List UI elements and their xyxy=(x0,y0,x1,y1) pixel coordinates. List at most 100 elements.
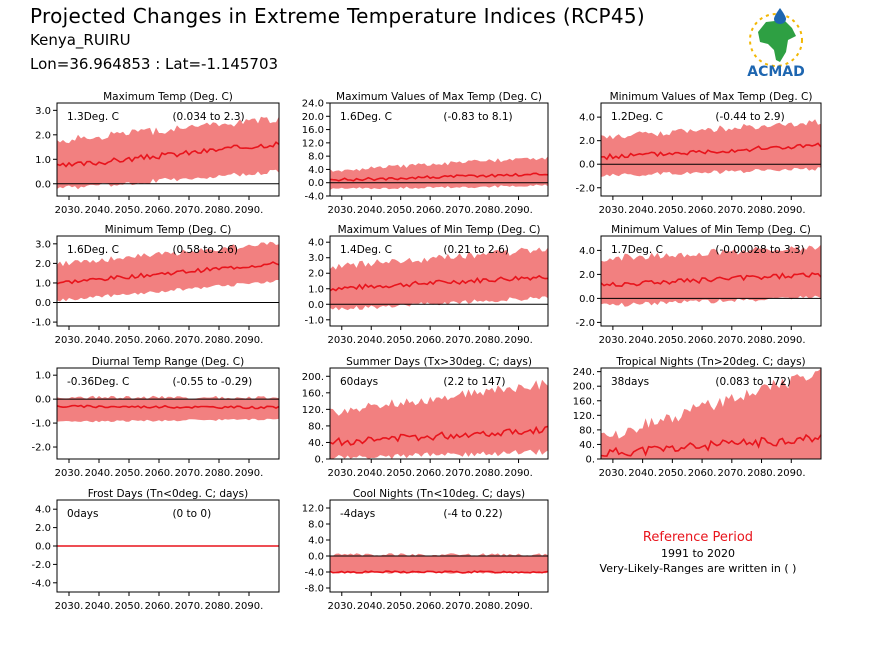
x-tick-label: 2040. xyxy=(357,601,386,612)
x-tick-label: 2050. xyxy=(386,468,415,479)
y-tick-label: -4.0 xyxy=(304,568,324,579)
x-tick-label: 2070. xyxy=(445,205,474,216)
x-tick-label: 2030. xyxy=(55,205,84,216)
y-tick-label: 2.0 xyxy=(35,259,51,270)
y-tick-label: 8.0 xyxy=(308,520,324,531)
x-tick-label: 2030. xyxy=(327,601,356,612)
panel-title: Tropical Nights (Tn>20deg. C; days) xyxy=(615,356,805,368)
x-tick-label: 2060. xyxy=(416,335,445,346)
x-tick-label: 2060. xyxy=(688,205,717,216)
x-tick-label: 2040. xyxy=(357,468,386,479)
very-likely-range-label: (0.083 to 172) xyxy=(715,376,791,388)
panel-title: Diurnal Temp Range (Deg. C) xyxy=(92,356,244,368)
x-tick-label: 2090. xyxy=(777,205,806,216)
y-tick-label: -1.0 xyxy=(304,315,324,326)
y-tick-label: -1.0 xyxy=(31,318,51,329)
x-tick-label: 2040. xyxy=(85,205,114,216)
x-tick-label: 2030. xyxy=(55,335,84,346)
x-tick-label: 2030. xyxy=(599,468,628,479)
plot-frame xyxy=(56,235,280,327)
chart-panel-1: 0.0 1.0 2.0 3.0 2030. 2040. 2050. 2060. 2070. 208… xyxy=(35,91,280,216)
x-tick-label: 2070. xyxy=(717,468,746,479)
x-tick-label: 2080. xyxy=(475,205,504,216)
y-tick-label: 12.0 xyxy=(302,504,324,515)
y-tick-label: 120. xyxy=(573,411,595,422)
reference-range-note: Very-Likely-Ranges are written in ( ) xyxy=(599,562,797,575)
y-tick-label: 160. xyxy=(573,396,595,407)
plot-frame xyxy=(329,367,549,460)
x-tick-label: 2080. xyxy=(747,335,776,346)
y-tick-label: 80. xyxy=(579,425,595,436)
x-tick-label: 2080. xyxy=(475,335,504,346)
ensemble-mean-line xyxy=(56,261,280,285)
very-likely-range-label: (-0.00028 to 3.3) xyxy=(715,244,804,256)
y-tick-label: 0.0 xyxy=(35,542,51,553)
x-tick-label: 2090. xyxy=(504,335,533,346)
x-tick-label: 2050. xyxy=(658,468,687,479)
x-tick-label: 2080. xyxy=(475,601,504,612)
y-tick-label: 2.0 xyxy=(579,270,595,281)
x-tick-label: 2050. xyxy=(115,601,144,612)
mean-change-label: 1.4Deg. C xyxy=(340,244,392,256)
x-tick-label: 2040. xyxy=(357,205,386,216)
y-tick-label: 0. xyxy=(585,455,595,466)
mean-change-label: -4days xyxy=(340,508,375,520)
x-tick-label: 2060. xyxy=(145,335,174,346)
ensemble-mean-line xyxy=(329,274,549,292)
y-tick-label: -1.0 xyxy=(31,419,51,430)
x-tick-label: 2040. xyxy=(357,335,386,346)
very-likely-range-band xyxy=(330,553,548,574)
y-tick-label: -4.0 xyxy=(31,578,51,589)
plot-frame xyxy=(600,235,822,327)
x-tick-label: 2070. xyxy=(175,468,204,479)
y-tick-label: 200. xyxy=(573,382,595,393)
x-tick-label: 2060. xyxy=(145,205,174,216)
plot-frame xyxy=(56,102,280,197)
y-tick-label: 1.0 xyxy=(35,155,51,166)
x-tick-label: 2070. xyxy=(445,601,474,612)
mean-change-label: 1.6Deg. C xyxy=(340,111,392,123)
mean-change-label: 1.6Deg. C xyxy=(67,244,119,256)
y-tick-label: 2.0 xyxy=(35,523,51,534)
y-tick-label: 0.0 xyxy=(579,294,595,305)
x-tick-label: 2050. xyxy=(115,205,144,216)
y-tick-label: 8.0 xyxy=(308,152,324,163)
y-tick-label: 0.0 xyxy=(579,160,595,171)
x-tick-label: 2090. xyxy=(777,468,806,479)
mean-change-label: 0days xyxy=(67,508,98,520)
y-tick-label: 4.0 xyxy=(308,238,324,249)
very-likely-range-label: (0 to 0) xyxy=(172,508,211,520)
x-tick-label: 2080. xyxy=(205,205,234,216)
y-tick-label: 200. xyxy=(302,372,324,383)
y-tick-label: -2.0 xyxy=(31,443,51,454)
x-tick-label: 2060. xyxy=(145,601,174,612)
x-tick-label: 2030. xyxy=(327,468,356,479)
x-tick-label: 2040. xyxy=(85,468,114,479)
panel-title: Cool Nights (Tn<10deg. C; days) xyxy=(353,488,525,500)
acmad-logo-text: ACMAD xyxy=(747,64,805,80)
mean-change-label: 38days xyxy=(611,376,649,388)
y-tick-label: -2.0 xyxy=(31,560,51,571)
y-tick-label: 80. xyxy=(308,421,324,432)
y-tick-label: 4.0 xyxy=(35,505,51,516)
x-tick-label: 2070. xyxy=(717,335,746,346)
very-likely-range-band xyxy=(330,156,548,190)
x-tick-label: 2090. xyxy=(504,468,533,479)
reference-period-title: Reference Period xyxy=(642,530,754,545)
chart-panel-11: -8.0 -4.0 0.0 4.0 8.0 12.0 2030. 2040. 2050. 2060… xyxy=(302,488,549,612)
x-tick-label: 2040. xyxy=(628,335,657,346)
very-likely-range-band xyxy=(330,379,548,459)
mean-change-label: 60days xyxy=(340,376,378,388)
y-tick-label: 40. xyxy=(308,438,324,449)
x-tick-label: 2060. xyxy=(145,468,174,479)
mean-change-label: -0.36Deg. C xyxy=(67,376,129,388)
y-tick-label: 24.0 xyxy=(302,99,324,110)
y-tick-label: 4.0 xyxy=(579,113,595,124)
x-tick-label: 2070. xyxy=(445,335,474,346)
y-tick-label: 3.0 xyxy=(35,106,51,117)
ensemble-mean-line xyxy=(600,272,822,288)
y-tick-label: 12.0 xyxy=(302,138,324,149)
y-tick-label: 2.0 xyxy=(308,269,324,280)
